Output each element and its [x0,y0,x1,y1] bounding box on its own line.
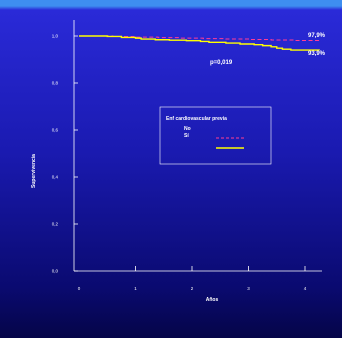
series-line-no [79,35,320,41]
p-value-label: p=0,019 [210,60,233,66]
legend-label-no: No [184,126,191,132]
y-ticks: 0,0 0,2 0,4 0,6 0,8 1,0 [52,34,78,274]
y-axis-title: Supervivencia [31,154,37,188]
y-tick-label: 0,0 [52,269,59,274]
legend-label-si: Sí [184,133,189,139]
x-tick-label: 1 [134,286,137,291]
y-tick-label: 0,6 [52,128,59,133]
series-layer [79,35,320,51]
y-tick-label: 0,2 [52,222,59,227]
chart-axes [73,20,322,272]
y-tick-label: 0,8 [52,81,59,86]
series-line-si [79,35,320,51]
x-tick-label: 0 [78,286,81,291]
y-tick-label: 1,0 [52,34,59,39]
legend-title: Enf cardiovascular previa [166,116,227,122]
x-tick-label: 4 [304,286,307,291]
x-ticks: 0 1 2 3 4 [78,266,307,291]
x-axis-title: Años [206,297,219,303]
legend-box [159,106,272,165]
x-tick-label: 2 [191,286,194,291]
no-final-value: 97,9% [308,33,326,39]
si-final-value: 93,9% [308,51,326,57]
legend: Enf cardiovascular previa No Sí [159,106,272,165]
y-tick-label: 0,4 [52,175,59,180]
x-tick-label: 3 [247,286,250,291]
